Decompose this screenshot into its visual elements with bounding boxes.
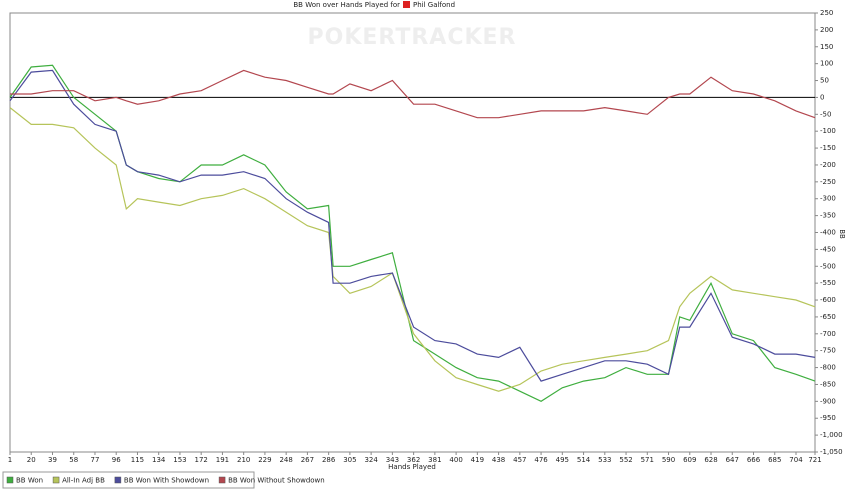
x-tick-label: 20	[27, 456, 36, 464]
x-tick-label: 267	[301, 456, 314, 464]
y-tick-label: -450	[820, 245, 836, 253]
y-tick-label: -200	[820, 161, 836, 169]
y-tick-label: 100	[820, 60, 833, 68]
x-tick-label: 590	[662, 456, 675, 464]
x-axis-label: Hands Played	[388, 463, 436, 471]
x-tick-label: 210	[237, 456, 250, 464]
y-tick-label: -700	[820, 330, 836, 338]
x-tick-label: 628	[704, 456, 717, 464]
series-line	[9, 64, 816, 402]
y-tick-label: -800	[820, 364, 836, 372]
x-tick-label: 721	[808, 456, 821, 464]
x-tick-label: 229	[258, 456, 271, 464]
y-tick-label: -750	[820, 347, 836, 355]
y-tick-label: -1,050	[820, 448, 843, 456]
y-tick-label: -150	[820, 144, 836, 152]
y-tick-label: -400	[820, 229, 836, 237]
x-tick-label: 362	[407, 456, 420, 464]
x-tick-label: 39	[48, 456, 57, 464]
x-tick-label: 381	[428, 456, 441, 464]
x-tick-label: 153	[173, 456, 186, 464]
x-tick-label: 134	[152, 456, 166, 464]
legend-swatch	[114, 476, 122, 484]
x-tick-label: 191	[216, 456, 229, 464]
x-tick-label: 514	[577, 456, 591, 464]
x-tick-label: 58	[69, 456, 78, 464]
y-tick-label: 200	[820, 26, 833, 34]
x-tick-label: 115	[131, 456, 144, 464]
y-tick-label: -300	[820, 195, 836, 203]
x-tick-label: 77	[91, 456, 100, 464]
x-tick-label: 495	[556, 456, 569, 464]
y-tick-label: -500	[820, 262, 836, 270]
y-tick-label: -900	[820, 397, 836, 405]
x-tick-label: 286	[322, 456, 336, 464]
y-tick-label: -100	[820, 127, 836, 135]
x-tick-label: 609	[683, 456, 696, 464]
x-tick-label: 400	[449, 456, 462, 464]
x-tick-label: 647	[726, 456, 739, 464]
series-line	[9, 107, 816, 392]
player-name: Phil Galfond	[413, 1, 455, 9]
y-tick-label: -50	[820, 110, 831, 118]
y-tick-label: -1,000	[820, 431, 843, 439]
x-tick-label: 343	[386, 456, 399, 464]
x-tick-label: 571	[641, 456, 654, 464]
series-line	[9, 69, 816, 382]
y-tick-label: 0	[820, 93, 824, 101]
y-tick-label: -950	[820, 414, 836, 422]
y-tick-label: -550	[820, 279, 836, 287]
chart-title: BB Won over Hands Played for	[293, 1, 400, 9]
x-tick-label: 666	[747, 456, 761, 464]
x-tick-label: 476	[534, 456, 548, 464]
x-tick-label: 305	[343, 456, 356, 464]
legend-label: All-In Adj BB	[62, 477, 105, 485]
y-tick-label: 250	[820, 9, 833, 17]
y-tick-label: -850	[820, 380, 836, 388]
y-tick-label: -350	[820, 212, 836, 220]
watermark: POKERTRACKER	[308, 25, 517, 50]
series-line	[10, 69, 816, 119]
y-tick-label: 50	[820, 77, 829, 85]
x-tick-label: 704	[789, 456, 803, 464]
x-tick-label: 248	[279, 456, 292, 464]
x-tick-label: 438	[492, 456, 505, 464]
y-tick-label: 150	[820, 43, 833, 51]
x-tick-label: 533	[598, 456, 611, 464]
x-tick-label: 419	[471, 456, 484, 464]
x-tick-label: 552	[619, 456, 632, 464]
y-axis-label: BB	[838, 229, 846, 239]
y-tick-label: -250	[820, 178, 836, 186]
legend-label: BB Won	[16, 477, 43, 485]
y-tick-label: -650	[820, 313, 836, 321]
y-tick-label: -600	[820, 296, 836, 304]
x-tick-label: 457	[513, 456, 526, 464]
legend-swatch	[52, 476, 60, 484]
x-tick-label: 96	[112, 456, 121, 464]
legend-label: BB Won With Showdown	[124, 477, 209, 485]
x-tick-label: 324	[364, 456, 378, 464]
player-icon	[403, 1, 410, 8]
x-tick-label: 685	[768, 456, 781, 464]
legend-swatch	[218, 476, 226, 484]
plot-area	[9, 12, 816, 453]
legend-swatch	[6, 476, 14, 484]
x-tick-label: 172	[195, 456, 208, 464]
legend-label: BB Won Without Showdown	[228, 477, 325, 485]
x-tick-label: 1	[8, 456, 12, 464]
legend	[2, 471, 255, 489]
